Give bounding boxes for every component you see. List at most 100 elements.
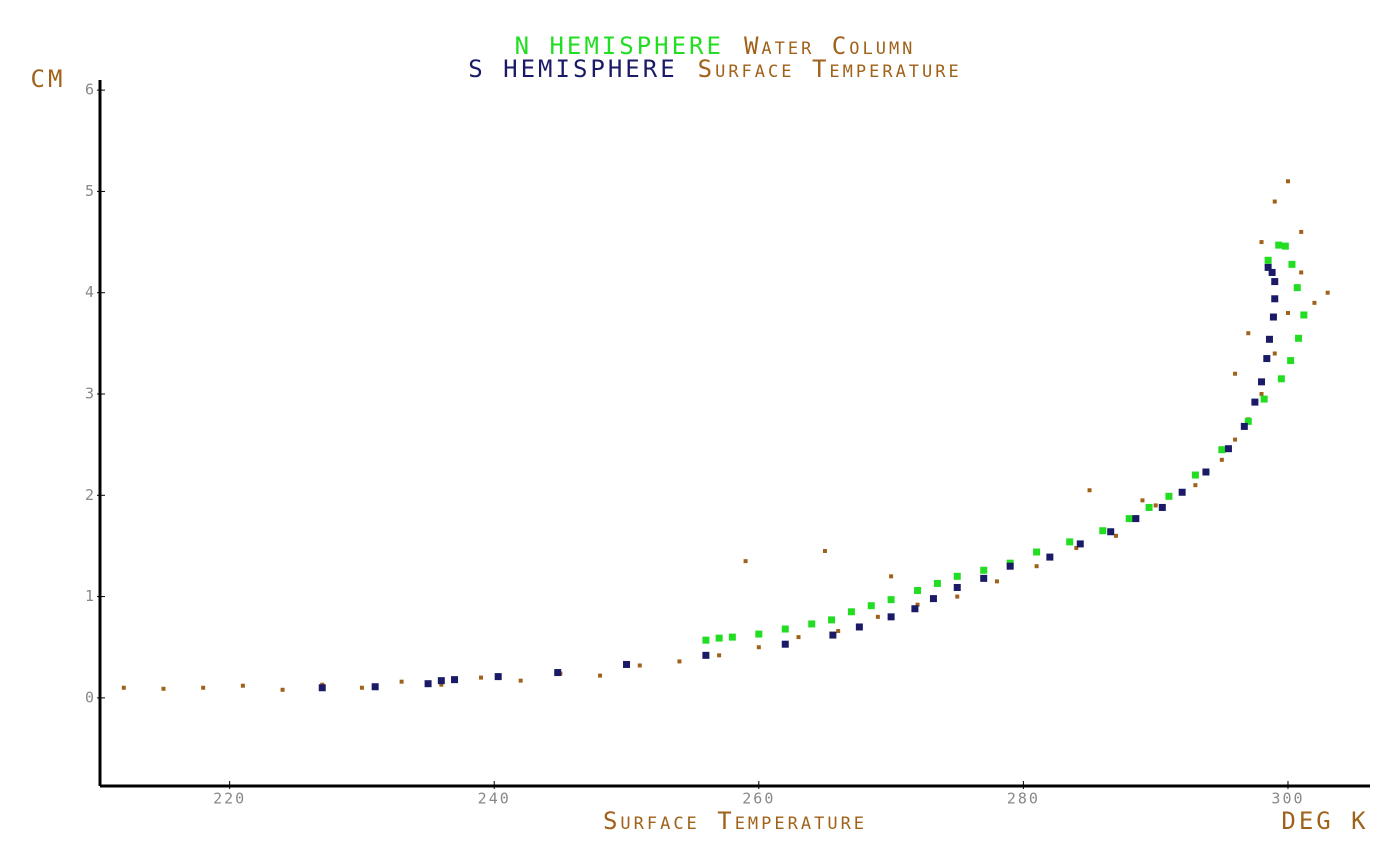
cloud-point bbox=[1312, 300, 1317, 305]
point bbox=[1287, 357, 1295, 365]
point bbox=[1165, 492, 1173, 500]
cloud-point bbox=[479, 675, 483, 680]
point bbox=[424, 680, 432, 688]
cloud-point bbox=[518, 678, 523, 683]
title-line: N HEMISPHERE Water Column bbox=[515, 32, 916, 60]
point bbox=[1281, 242, 1289, 250]
point bbox=[1240, 422, 1248, 430]
point bbox=[855, 623, 863, 631]
cloud-point bbox=[280, 687, 285, 692]
series bbox=[702, 241, 1308, 644]
point bbox=[1132, 515, 1140, 523]
point bbox=[1006, 562, 1014, 570]
point bbox=[1076, 540, 1084, 548]
y-unit: CM bbox=[31, 65, 66, 93]
point bbox=[829, 631, 837, 639]
cloud-point bbox=[1325, 290, 1330, 295]
cloud-point bbox=[439, 682, 444, 687]
x-tick-label: 260 bbox=[742, 790, 775, 808]
point bbox=[728, 633, 736, 641]
cloud-point bbox=[399, 679, 404, 684]
cloud-point bbox=[994, 579, 999, 584]
point bbox=[1288, 260, 1296, 268]
point bbox=[953, 572, 961, 580]
point bbox=[867, 602, 875, 610]
cloud-point bbox=[756, 645, 761, 650]
point bbox=[1293, 284, 1301, 292]
cloud-point bbox=[1034, 564, 1039, 569]
cloud-point bbox=[359, 685, 364, 690]
point bbox=[1033, 548, 1041, 556]
point bbox=[914, 587, 922, 595]
y-tick-label: 6 bbox=[85, 81, 94, 99]
cloud-point bbox=[598, 673, 603, 678]
x-tick-label: 240 bbox=[478, 790, 511, 808]
title-text: Water Column bbox=[744, 32, 915, 60]
point bbox=[929, 595, 937, 603]
cloud-point bbox=[1219, 457, 1224, 462]
point bbox=[1191, 471, 1199, 479]
point bbox=[1260, 395, 1268, 403]
cloud-point bbox=[1246, 331, 1251, 336]
cloud-point bbox=[836, 629, 841, 634]
point bbox=[1265, 335, 1273, 343]
cloud-point bbox=[201, 685, 206, 690]
y-tick-label: 3 bbox=[85, 385, 94, 403]
point bbox=[1271, 295, 1279, 303]
point bbox=[371, 683, 379, 691]
point bbox=[1251, 398, 1259, 406]
series bbox=[121, 179, 1330, 692]
cloud-point bbox=[743, 559, 748, 564]
cloud-point bbox=[915, 602, 920, 607]
cloud-point bbox=[1193, 483, 1198, 488]
cloud-point bbox=[121, 685, 126, 690]
cloud-point bbox=[1299, 229, 1304, 234]
point bbox=[980, 574, 988, 582]
point bbox=[828, 616, 836, 624]
x-axis-label: Surface Temperature bbox=[603, 807, 867, 835]
point bbox=[1178, 488, 1186, 496]
point bbox=[1202, 468, 1210, 476]
point bbox=[1271, 278, 1279, 286]
cloud-point bbox=[1259, 392, 1264, 397]
point bbox=[1268, 268, 1276, 276]
cloud-point bbox=[796, 635, 801, 640]
point bbox=[1099, 527, 1107, 535]
point bbox=[1158, 503, 1166, 511]
point bbox=[953, 583, 961, 591]
y-tick-label: 5 bbox=[85, 182, 94, 200]
point bbox=[1145, 503, 1153, 511]
point bbox=[933, 579, 941, 587]
point bbox=[887, 613, 895, 621]
cloud-point bbox=[889, 574, 894, 579]
legend-name: S HEMISPHERE bbox=[468, 55, 677, 83]
cloud-point bbox=[1272, 351, 1277, 356]
point bbox=[1300, 311, 1308, 319]
point bbox=[911, 605, 919, 613]
point bbox=[781, 640, 789, 648]
cloud-point bbox=[1285, 310, 1290, 315]
cloud-point bbox=[1140, 498, 1145, 503]
cloud-point bbox=[677, 659, 682, 664]
y-tick-label: 1 bbox=[85, 587, 94, 605]
cloud-point bbox=[1114, 533, 1118, 538]
title-text: Surface Temperature bbox=[698, 55, 962, 83]
point bbox=[980, 566, 988, 574]
point bbox=[451, 676, 459, 684]
point bbox=[1107, 528, 1115, 536]
point bbox=[1244, 417, 1252, 425]
y-tick-label: 2 bbox=[85, 486, 94, 504]
point bbox=[1277, 375, 1285, 383]
point bbox=[437, 677, 445, 685]
cloud-point bbox=[822, 549, 827, 554]
point bbox=[494, 673, 502, 681]
point bbox=[1218, 446, 1226, 454]
point bbox=[702, 636, 710, 644]
point bbox=[1295, 334, 1303, 342]
y-tick-label: 4 bbox=[85, 283, 94, 301]
cloud-point bbox=[1299, 270, 1304, 275]
series bbox=[318, 263, 1279, 692]
cloud-point bbox=[1233, 437, 1238, 442]
point bbox=[1125, 515, 1133, 523]
